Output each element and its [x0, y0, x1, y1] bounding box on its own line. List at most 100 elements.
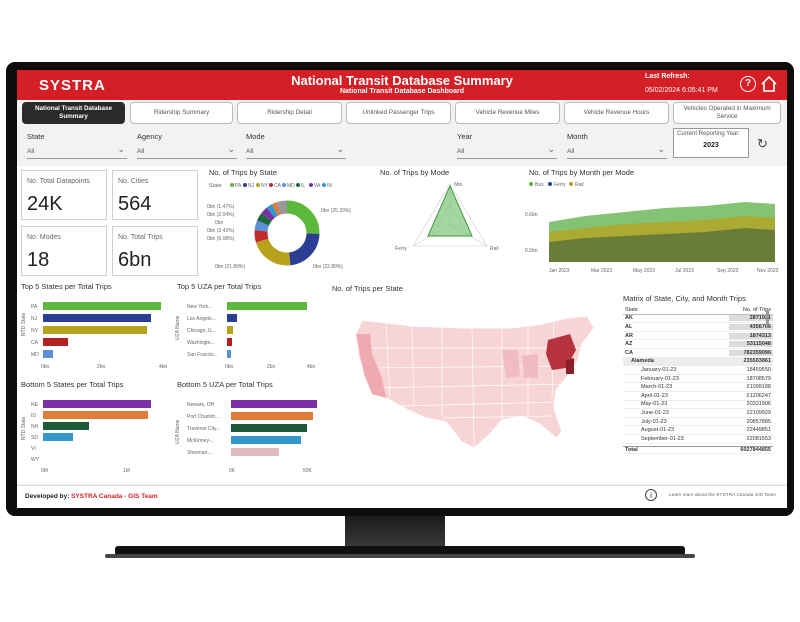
top5-states-chart[interactable]: NTD State PA NJ NY CA MD 0bn 2bn 4bn: [21, 292, 171, 370]
svg-text:0bn (21.89%): 0bn (21.89%): [215, 264, 245, 270]
developed-by-link[interactable]: SYSTRA Canada - GIS Team: [71, 493, 158, 500]
table-row: March-01-23 21099188: [623, 383, 773, 392]
table-row[interactable]: AZ 53115048: [623, 341, 773, 349]
svg-text:MD: MD: [287, 183, 295, 189]
month-filter-select[interactable]: All: [567, 144, 667, 159]
tab-summary[interactable]: National Transit Database Summary: [22, 102, 125, 124]
bottom5-uza-title: Bottom 5 UZA per Total Trips: [177, 380, 273, 389]
xtick: 0M: [41, 468, 48, 474]
table-row[interactable]: AR 1874313: [623, 332, 773, 341]
radar-top-value: 6bn: [454, 182, 463, 188]
svg-text:0bn: 0bn: [215, 220, 224, 226]
matrix-table[interactable]: State No. of Trips AK 2871921 AL 4356706 A…: [623, 306, 773, 455]
page-subtitle: National Transit Database Dashboard: [339, 88, 465, 95]
kpi-trips-card: No. Total Trips 6bn: [112, 226, 198, 276]
mode-filter-select[interactable]: All: [246, 144, 346, 159]
bar-ca: [43, 338, 68, 346]
bar-label: Chicago, IL...: [187, 328, 216, 334]
area-title: No. of Trips by Month per Mode: [529, 168, 635, 177]
matrix-header: State No. of Trips: [623, 306, 773, 315]
bar-label: Sherman-...: [187, 450, 213, 456]
top5-states-title: Top 5 States per Total Trips: [21, 282, 112, 291]
donut-chart[interactable]: State PA NJ NY CA MD IL VA IN 0bn (1.47%…: [205, 178, 370, 278]
map-state-oh: [522, 354, 538, 378]
area-ytick: 0.6bn: [525, 212, 538, 218]
footer-bar: Developed by: SYSTRA Canada - GIS Team i…: [17, 485, 787, 508]
current-reporting-year-box[interactable]: Current Reporting Year: 2023: [673, 128, 749, 158]
tab-ridership-summary[interactable]: Ridership Summary: [130, 102, 233, 124]
bar-md: [43, 350, 53, 358]
svg-text:VA: VA: [314, 183, 321, 189]
agency-filter-select[interactable]: All: [137, 144, 237, 159]
home-icon[interactable]: [760, 75, 778, 98]
table-row: January-01-23 18459550: [623, 366, 773, 375]
svg-text:Ferry: Ferry: [554, 182, 566, 188]
state-filter-label: State: [27, 132, 45, 141]
kpi-modes-card: No. Modes 18: [21, 226, 107, 276]
bar-nj: [43, 314, 151, 322]
info-icon[interactable]: i: [645, 489, 657, 501]
xtick: 50K: [303, 468, 313, 474]
table-row[interactable]: Alameda 235503861: [623, 357, 773, 367]
area-ferry: [549, 228, 775, 262]
svg-text:PA: PA: [235, 183, 242, 189]
bar-newyork: [227, 302, 307, 310]
bar-label: NJ: [31, 316, 38, 322]
axis-label: UZA Name: [175, 315, 181, 340]
tab-ridership-detail[interactable]: Ridership Detail: [237, 102, 342, 124]
table-row: July-01-23 20857885: [623, 418, 773, 427]
bar-ny: [43, 326, 147, 334]
top5-uza-chart[interactable]: UZA Name New York... Los Angele... Chica…: [175, 292, 323, 370]
radar-chart[interactable]: 6bn Rail Ferry: [380, 176, 520, 276]
bar-label: McKinney-...: [187, 438, 215, 444]
dashboard-screen: SYSTRA National Transit Database Summary…: [17, 70, 787, 508]
bottom5-states-title: Bottom 5 States per Total Trips: [21, 380, 124, 389]
xtick: 0bn: [225, 364, 234, 370]
svg-text:0bn (2.04%): 0bn (2.04%): [207, 212, 235, 218]
us-map[interactable]: [342, 298, 612, 478]
tab-unlinked-passenger-trips[interactable]: Unlinked Passenger Trips: [346, 102, 451, 124]
matrix-col-state: State: [625, 306, 638, 313]
reset-icon[interactable]: ↻: [757, 136, 768, 151]
bar-label: Traverse City...: [187, 426, 220, 432]
bottom5-states-chart[interactable]: NTD State NE ID NH SD VI WY 0M 1M: [21, 390, 171, 480]
table-row[interactable]: AK 2871921: [623, 315, 773, 324]
kpi-label: No. Modes: [27, 234, 61, 241]
area-xtick: Jan 2023: [549, 268, 570, 274]
bar-nh: [43, 422, 89, 430]
bar-label: NY: [31, 328, 39, 334]
matrix-scrollbar[interactable]: [766, 310, 769, 326]
bottom5-uza-chart[interactable]: UZA Name Newark, OH Port Charlott... Tra…: [175, 390, 325, 480]
table-row: August-01-23 22449851: [623, 426, 773, 435]
xtick: 0bn: [41, 364, 50, 370]
year-filter-select[interactable]: All: [457, 144, 557, 159]
bar-sherman: [231, 448, 279, 456]
kpi-label: No. Total Trips: [118, 234, 163, 241]
svg-text:CA: CA: [274, 183, 282, 189]
learn-more-link[interactable]: Learn more about the SYSTRA Canada GIS T…: [669, 493, 776, 498]
area-xtick: Sep 2023: [717, 268, 739, 274]
bar-label: WY: [31, 457, 40, 463]
tab-vehicle-revenue-hours[interactable]: Vehicle Revenue Hours: [564, 102, 669, 124]
area-legend: Bus Ferry Rail: [529, 182, 584, 188]
help-icon[interactable]: ?: [740, 76, 756, 92]
tab-vehicle-revenue-miles[interactable]: Vehicle Revenue Miles: [455, 102, 560, 124]
svg-text:IL: IL: [301, 183, 305, 189]
svg-text:Bus: Bus: [535, 182, 544, 188]
area-xtick: Nov 2023: [757, 268, 779, 274]
monitor-base-edge: [105, 554, 695, 558]
kpi-label: No. Cities: [118, 178, 149, 185]
area-chart[interactable]: Bus Ferry Rail 0.6bn 0.5bn Jan 2023 Mar …: [525, 176, 783, 276]
bar-label: Washingto...: [187, 340, 215, 346]
radar-area: [427, 184, 473, 237]
svg-text:NY: NY: [261, 183, 269, 189]
axis-label: NTD State: [21, 416, 27, 440]
area-ytick: 0.5bn: [525, 248, 538, 254]
bar-washington: [227, 338, 232, 346]
table-row[interactable]: CA 782359096: [623, 349, 773, 358]
map-state-il: [502, 350, 520, 378]
table-row: September-01-23 22081553: [623, 435, 773, 444]
table-row[interactable]: AL 4356706: [623, 323, 773, 332]
state-filter-select[interactable]: All: [27, 144, 127, 159]
tab-vehicles-operated[interactable]: Vehicles Operated in Maximum Service: [673, 102, 781, 124]
